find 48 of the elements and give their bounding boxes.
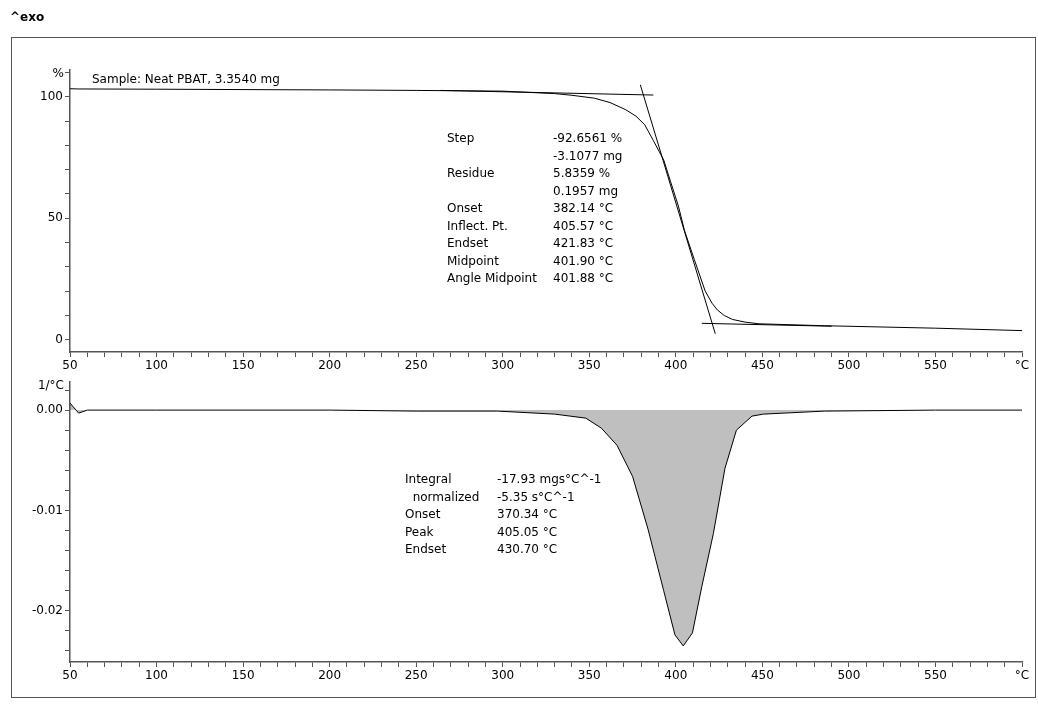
text: Inflect. Pt. 405.57 °C	[447, 218, 614, 233]
text: normalized -5.35 s°C^-1	[412, 489, 575, 504]
x-tick-label: 350	[577, 358, 601, 373]
x-tick-label: 550	[924, 668, 947, 683]
y-axis-title: 1/°C	[37, 378, 64, 393]
x-tick-label: 50	[62, 358, 78, 373]
annotation: -3.1077 mg	[553, 148, 623, 163]
x-tick-label: 400	[664, 358, 688, 373]
y-axis-title: %	[52, 66, 64, 81]
x-tick-label: 500	[837, 668, 861, 683]
x-tick-label: 150	[231, 358, 255, 373]
x-tick-label: 150	[231, 668, 255, 683]
text: Endset 430.70 °C	[405, 542, 558, 557]
text: Onset 382.14 °C	[447, 201, 614, 216]
x-tick-label: 200	[318, 358, 342, 373]
text: Endset 421.83 °C	[447, 236, 614, 251]
text: Residue 5.8359 %	[447, 166, 611, 181]
y-tick-label: 50	[47, 210, 63, 225]
chart-title: ^exo	[10, 10, 45, 24]
x-tick-label: °C	[1014, 668, 1030, 683]
annotation: 0.1957 mg	[553, 183, 619, 198]
x-tick-label: 250	[404, 668, 428, 683]
x-tick-label: 400	[664, 668, 688, 683]
x-tick-label: °C	[1014, 358, 1030, 373]
x-tick-label: 300	[491, 668, 515, 683]
x-tick-label: 250	[404, 358, 428, 373]
text: Angle Midpoint 401.88 °C	[447, 271, 614, 286]
x-tick-label: 100	[145, 668, 168, 683]
y-tick-label: -0.02	[31, 602, 63, 617]
x-tick-label: 550	[924, 358, 947, 373]
text: Peak 405.05 °C	[405, 524, 558, 539]
text: Step -92.6561 %	[447, 131, 623, 146]
annotation: Sample: Neat PBAT, 3.3540 mg	[92, 72, 280, 87]
x-tick-label: 450	[750, 668, 774, 683]
y-tick-label: -0.01	[31, 502, 63, 517]
text: Integral -17.93 mgs°C^-1	[405, 472, 602, 487]
y-tick-label: 100	[40, 88, 63, 103]
y-tick-label: 0.00	[36, 402, 63, 417]
x-tick-label: 500	[837, 358, 861, 373]
x-tick-label: 300	[491, 358, 515, 373]
x-tick-label: 200	[318, 668, 342, 683]
x-tick-label: 350	[577, 668, 601, 683]
x-tick-label: 50	[62, 668, 78, 683]
x-tick-label: 450	[750, 358, 774, 373]
y-tick-label: 0	[55, 331, 63, 346]
text: Midpoint 401.90 °C	[447, 253, 614, 268]
x-tick-label: 100	[145, 358, 168, 373]
text: Onset 370.34 °C	[405, 507, 558, 522]
